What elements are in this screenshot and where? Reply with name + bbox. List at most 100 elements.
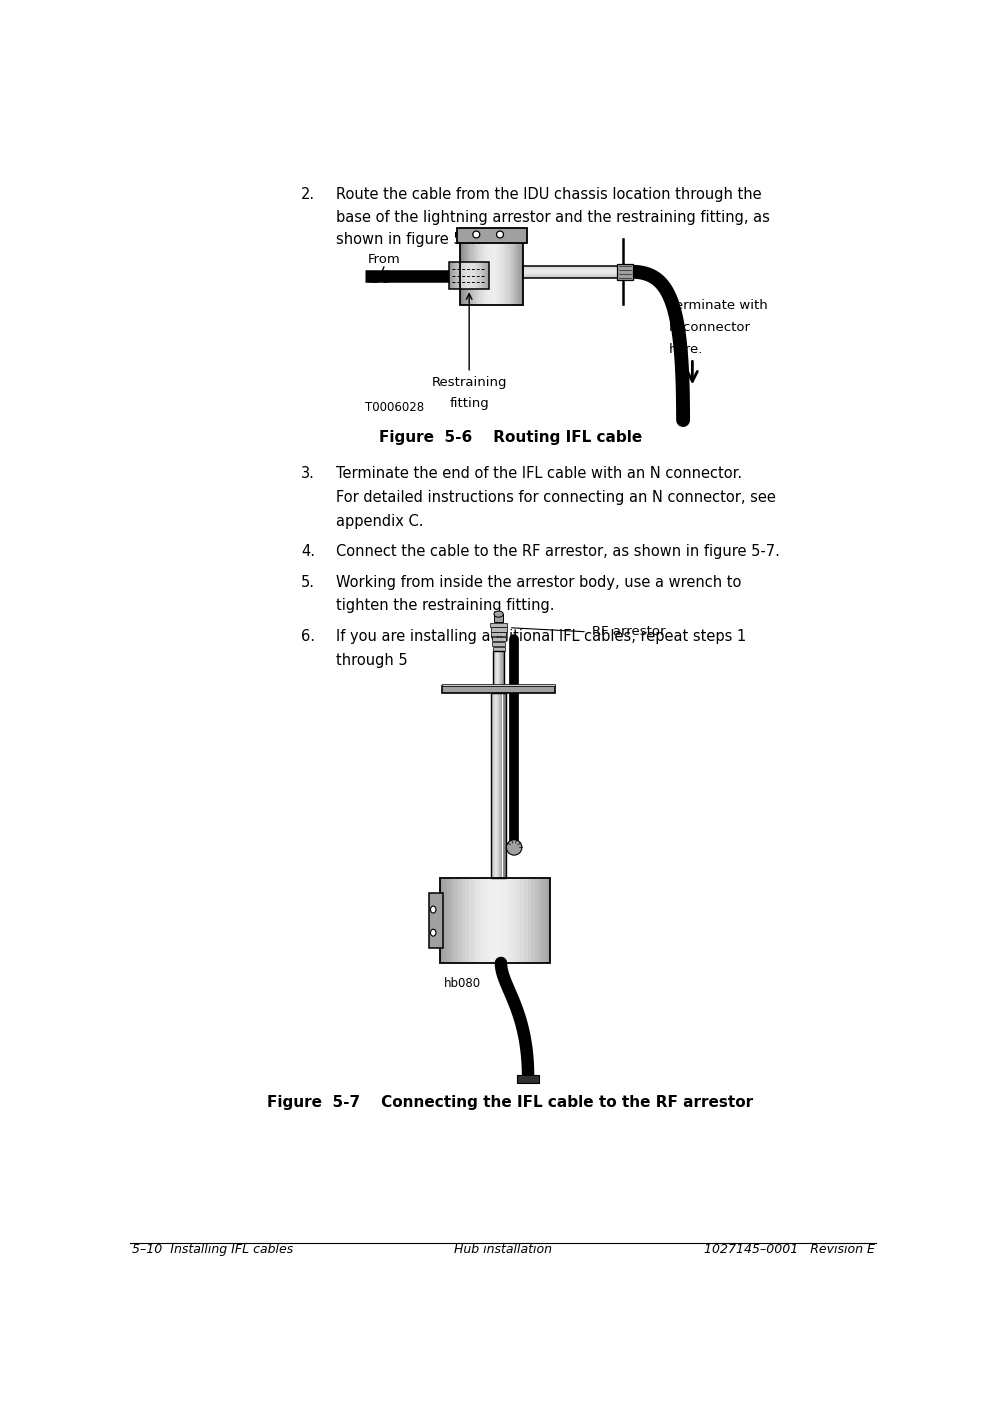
Ellipse shape <box>430 930 436 937</box>
Bar <box>492 643 505 647</box>
Bar <box>469 261 471 290</box>
Bar <box>443 685 555 694</box>
Bar <box>487 878 491 962</box>
Bar <box>451 261 453 290</box>
Bar <box>500 241 502 304</box>
Bar <box>491 633 506 637</box>
Bar <box>455 878 458 962</box>
Bar <box>449 261 489 290</box>
Bar <box>451 878 455 962</box>
Text: IDU: IDU <box>367 273 391 286</box>
Text: fitting: fitting <box>450 397 489 410</box>
Text: 2.: 2. <box>301 187 315 201</box>
Text: appendix C.: appendix C. <box>336 514 423 528</box>
Text: Terminate the end of the IFL cable with an N connector.: Terminate the end of the IFL cable with … <box>336 467 742 481</box>
Bar <box>517 878 520 962</box>
Bar <box>429 892 443 948</box>
Bar <box>491 627 507 631</box>
Bar <box>462 241 464 304</box>
Bar <box>483 241 485 304</box>
Bar <box>490 623 507 627</box>
Text: through 5: through 5 <box>336 653 408 668</box>
Text: Hub installation: Hub installation <box>455 1242 552 1255</box>
Bar <box>464 241 466 304</box>
Bar <box>518 241 519 304</box>
Bar <box>467 261 469 290</box>
Bar <box>476 878 480 962</box>
Text: hb080: hb080 <box>445 977 481 990</box>
Bar <box>460 241 462 304</box>
Bar <box>487 241 490 304</box>
Bar <box>469 878 472 962</box>
Bar <box>472 878 476 962</box>
Bar <box>453 261 455 290</box>
Bar <box>502 878 506 962</box>
Bar <box>481 241 483 304</box>
Bar <box>513 878 517 962</box>
Bar <box>458 878 462 962</box>
Text: 3.: 3. <box>301 467 315 481</box>
Bar <box>473 261 475 290</box>
Text: RF arrestor: RF arrestor <box>591 625 665 638</box>
Bar <box>518 1074 539 1082</box>
Text: Route the cable from the IDU chassis location through the: Route the cable from the IDU chassis loc… <box>336 187 761 201</box>
Bar <box>479 261 481 290</box>
Bar <box>493 647 505 651</box>
Bar <box>499 878 502 962</box>
Bar <box>485 261 487 290</box>
Bar <box>618 264 632 280</box>
Bar <box>494 614 504 621</box>
Bar <box>495 878 499 962</box>
Bar <box>492 637 506 641</box>
Bar <box>490 241 492 304</box>
Text: 5–10  Installing IFL cables: 5–10 Installing IFL cables <box>132 1242 294 1255</box>
Bar <box>472 241 474 304</box>
Bar <box>507 241 509 304</box>
Bar <box>484 878 487 962</box>
Text: Restraining: Restraining <box>431 376 507 390</box>
Bar <box>519 241 521 304</box>
Bar <box>475 261 477 290</box>
Text: 1027145–0001   Revision E: 1027145–0001 Revision E <box>704 1242 875 1255</box>
Bar <box>447 878 451 962</box>
Bar <box>464 261 465 290</box>
Text: For detailed instructions for connecting an N connector, see: For detailed instructions for connecting… <box>336 490 776 506</box>
Bar <box>510 878 513 962</box>
Bar <box>460 261 462 290</box>
Bar <box>491 694 507 878</box>
Bar <box>465 261 467 290</box>
Text: 5.: 5. <box>301 574 315 590</box>
Text: From: From <box>367 253 401 266</box>
Circle shape <box>507 840 521 855</box>
Text: base of the lightning arrestor and the restraining fitting, as: base of the lightning arrestor and the r… <box>336 210 770 224</box>
Bar <box>524 878 527 962</box>
Text: Working from inside the arrestor body, use a wrench to: Working from inside the arrestor body, u… <box>336 574 741 590</box>
Bar <box>466 241 468 304</box>
Text: here.: here. <box>669 343 703 356</box>
Bar <box>515 241 518 304</box>
Bar <box>506 878 510 962</box>
Bar <box>542 878 546 962</box>
Bar <box>479 241 481 304</box>
Bar <box>444 878 447 962</box>
Bar <box>513 241 515 304</box>
Bar <box>535 878 539 962</box>
Text: T0006028: T0006028 <box>364 401 423 414</box>
Bar <box>539 878 542 962</box>
Bar <box>523 266 621 278</box>
Bar <box>474 241 477 304</box>
Text: Figure  5-7    Connecting the IFL cable to the RF arrestor: Figure 5-7 Connecting the IFL cable to t… <box>267 1095 753 1111</box>
Text: Connect the cable to the RF arrestor, as shown in figure 5-7.: Connect the cable to the RF arrestor, as… <box>336 544 780 560</box>
Bar <box>496 241 498 304</box>
Circle shape <box>497 231 504 238</box>
Bar <box>493 651 504 685</box>
Bar <box>471 261 473 290</box>
Bar <box>462 878 465 962</box>
Ellipse shape <box>430 907 436 912</box>
Bar <box>457 261 460 290</box>
Bar <box>492 241 494 304</box>
Bar <box>521 241 523 304</box>
Text: Figure  5-6    Routing IFL cable: Figure 5-6 Routing IFL cable <box>379 430 642 446</box>
Bar <box>498 241 500 304</box>
Ellipse shape <box>494 611 504 617</box>
